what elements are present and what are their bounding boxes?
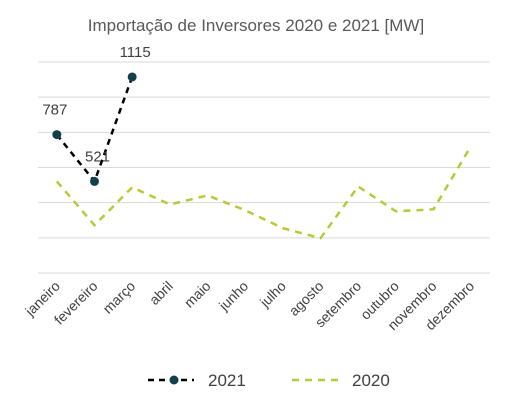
- point: [52, 130, 62, 140]
- data-label: 787: [42, 102, 67, 119]
- x-tick-label: abril: [146, 278, 176, 308]
- series-line: [55, 145, 473, 240]
- x-tick-label: maio: [181, 278, 214, 311]
- x-tick-label: julho: [256, 278, 289, 311]
- legend-marker: [169, 375, 179, 385]
- data-label: 1115: [120, 44, 151, 61]
- chart-title: Importação de Inversores 2020 e 2021 [MW…: [88, 16, 424, 35]
- x-tick-label: junho: [215, 278, 251, 314]
- legend-label: 2021: [208, 371, 246, 390]
- point: [90, 176, 99, 186]
- series-line: [55, 76, 134, 184]
- legend-label: 2020: [352, 371, 390, 390]
- point: [127, 72, 137, 82]
- data-label: 521: [85, 148, 110, 165]
- x-tick-label: março: [99, 278, 138, 317]
